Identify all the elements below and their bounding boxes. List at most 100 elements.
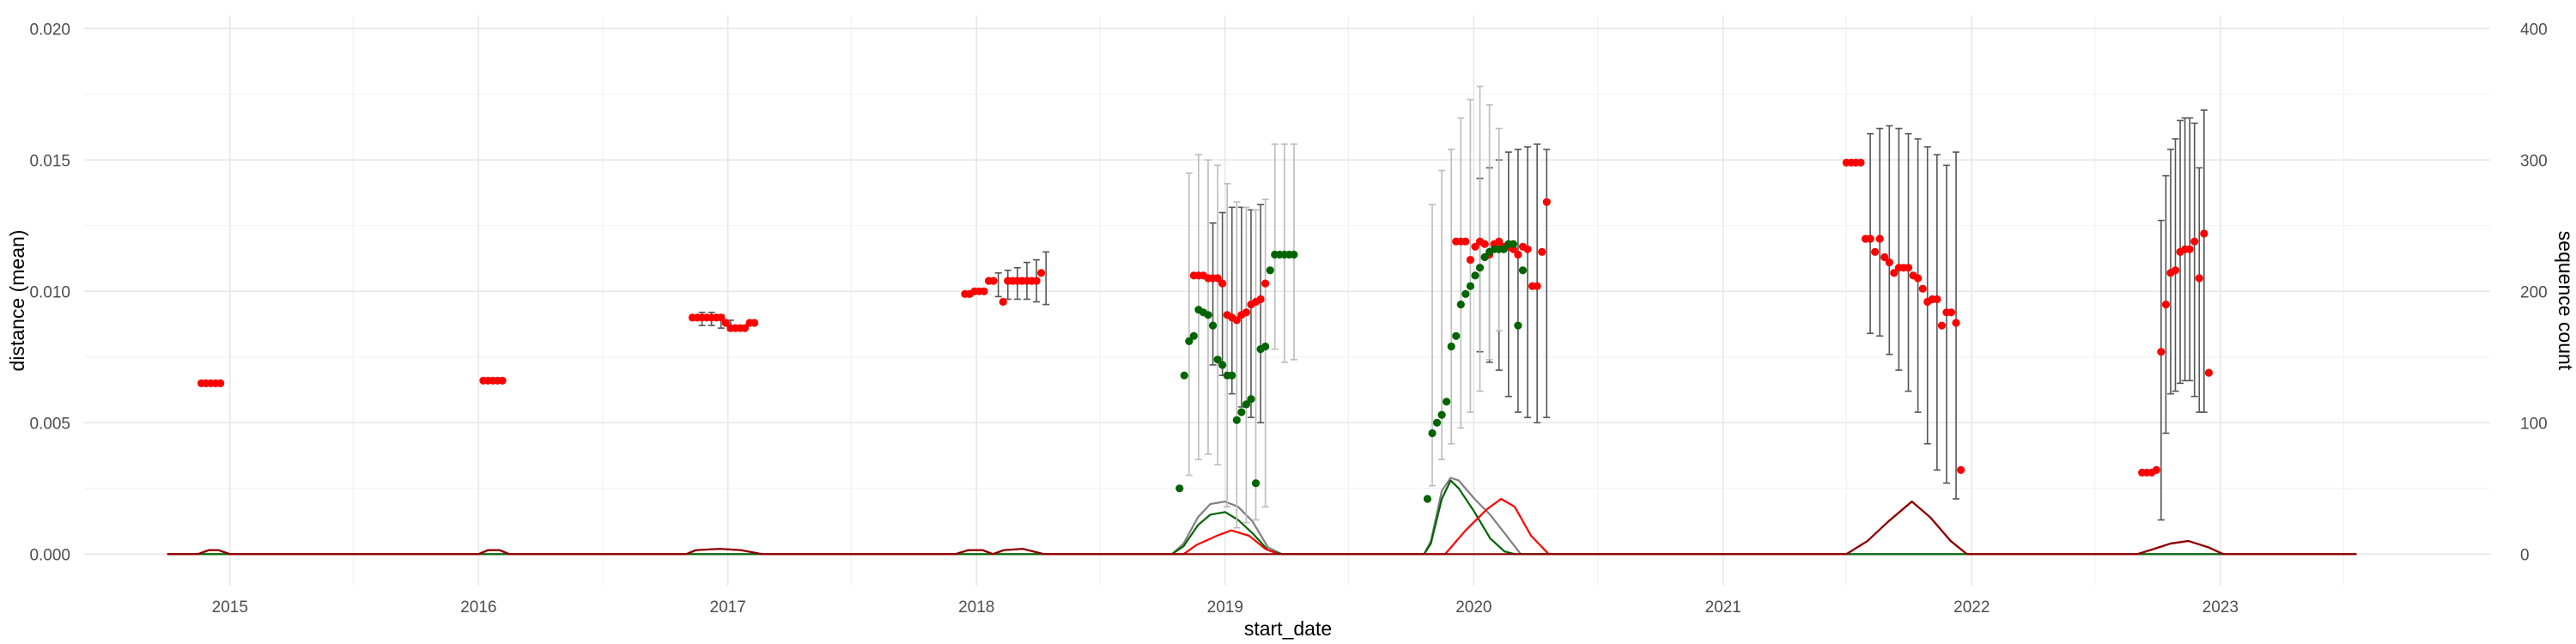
data-point-red	[1032, 276, 1041, 285]
data-point-red	[1952, 319, 1960, 327]
data-point-red	[1914, 274, 1923, 283]
data-point-red	[2195, 274, 2203, 283]
count-curve-green	[167, 479, 2357, 556]
data-point-red	[1871, 247, 1880, 256]
data-point-red	[1866, 234, 1874, 243]
x-axis-title: start_date	[1244, 617, 1332, 640]
data-point-green	[1447, 342, 1455, 351]
data-point-red	[980, 287, 988, 295]
data-point-red	[498, 376, 507, 385]
x-axis-ticks: 2015 2016 2017 2018 2019 2020 2021 2022 2023	[212, 598, 2239, 617]
data-point-red	[1875, 234, 1884, 243]
y2-tick-label: 300	[2520, 152, 2548, 170]
data-point-green	[1290, 250, 1298, 259]
data-point-green	[1437, 410, 1446, 419]
data-point-red	[1256, 295, 1265, 304]
data-point-green	[1208, 321, 1218, 330]
data-point-red	[1937, 321, 1946, 330]
data-point-green	[1475, 264, 1485, 272]
data-point-red	[717, 313, 726, 322]
data-point-red	[2152, 465, 2160, 475]
y2-tick-label: 400	[2520, 21, 2548, 39]
y2-tick-label: 100	[2520, 415, 2548, 433]
data-point-red	[989, 276, 998, 285]
data-point-green	[1509, 240, 1517, 248]
data-point-green	[1466, 282, 1474, 290]
x-tick-label: 2018	[958, 598, 994, 617]
data-point-green	[1471, 271, 1479, 280]
data-point-red	[1542, 197, 1551, 206]
data-point-red	[1461, 237, 1470, 246]
data-point-red	[1495, 237, 1504, 246]
data-point-green	[1189, 331, 1198, 340]
data-point-red	[1933, 295, 1941, 304]
data-point-red	[1480, 240, 1489, 248]
x-tick-label: 2023	[2202, 598, 2239, 617]
data-point-green	[1452, 331, 1461, 340]
data-point-red	[740, 324, 750, 332]
data-point-red	[2190, 237, 2199, 246]
error-bars	[698, 85, 2208, 529]
data-point-green	[1185, 337, 1194, 345]
y-tick-label: 0.020	[29, 21, 70, 39]
y2-axis-title: sequence count	[2555, 231, 2576, 371]
data-point-red	[2185, 245, 2194, 253]
y2-tick-label: 0	[2520, 546, 2530, 564]
count-curves	[167, 477, 2357, 556]
y2-axis-ticks: 0 100 200 300 400	[2520, 21, 2548, 564]
data-point-green	[1180, 371, 1188, 380]
y-tick-label: 0.000	[29, 546, 70, 564]
y-tick-label: 0.005	[29, 415, 70, 433]
data-point-red	[1523, 245, 1532, 253]
data-point-red	[1471, 242, 1479, 251]
data-point-green	[1261, 342, 1270, 351]
data-point-red	[2204, 368, 2213, 377]
x-tick-label: 2016	[460, 598, 496, 617]
x-tick-label: 2021	[1705, 598, 1741, 617]
data-point-red	[1957, 465, 1965, 475]
data-point-red	[999, 297, 1007, 307]
data-point-red	[1218, 279, 1227, 288]
data-point-green	[1266, 266, 1274, 275]
data-point-red	[2161, 301, 2170, 309]
y2-tick-label: 200	[2520, 283, 2548, 301]
data-point-green	[1204, 311, 1212, 319]
data-point-red	[1904, 264, 1913, 272]
data-point-red	[1890, 269, 1899, 277]
y-axis-title: distance (mean)	[6, 230, 28, 372]
data-points	[197, 158, 2213, 503]
x-tick-label: 2019	[1207, 598, 1243, 617]
data-point-red	[1533, 282, 1541, 290]
data-point-red	[1880, 252, 1889, 262]
data-point-red	[2171, 266, 2180, 275]
data-point-red	[1918, 284, 1927, 293]
data-point-red	[1947, 308, 1956, 317]
data-point-red	[1466, 256, 1474, 264]
data-point-red	[1232, 316, 1241, 325]
data-point-red	[1242, 308, 1250, 317]
data-point-green	[1480, 252, 1489, 262]
data-point-green	[1218, 361, 1227, 369]
data-point-green	[1251, 479, 1261, 488]
data-point-red	[1213, 274, 1222, 283]
count-curve-dark	[167, 500, 2357, 556]
grid-layer	[84, 15, 2490, 586]
data-point-green	[1456, 301, 1465, 309]
data-point-green	[1461, 289, 1470, 298]
data-point-red	[2157, 348, 2166, 356]
data-point-red	[1885, 258, 1893, 267]
data-point-red	[721, 319, 730, 327]
data-point-red	[1261, 279, 1270, 288]
data-point-green	[1237, 408, 1246, 416]
data-point-red	[1856, 158, 1865, 167]
data-point-green	[1423, 495, 1431, 503]
y-axis-ticks: 0.000 0.005 0.010 0.015 0.020	[29, 21, 70, 564]
data-point-green	[1518, 266, 1528, 275]
data-point-red	[1538, 247, 1546, 256]
x-tick-label: 2020	[1455, 598, 1492, 617]
data-point-green	[1247, 395, 1255, 404]
data-point-green	[1443, 398, 1451, 406]
y-tick-label: 0.015	[29, 152, 70, 170]
data-point-red	[1037, 269, 1046, 277]
